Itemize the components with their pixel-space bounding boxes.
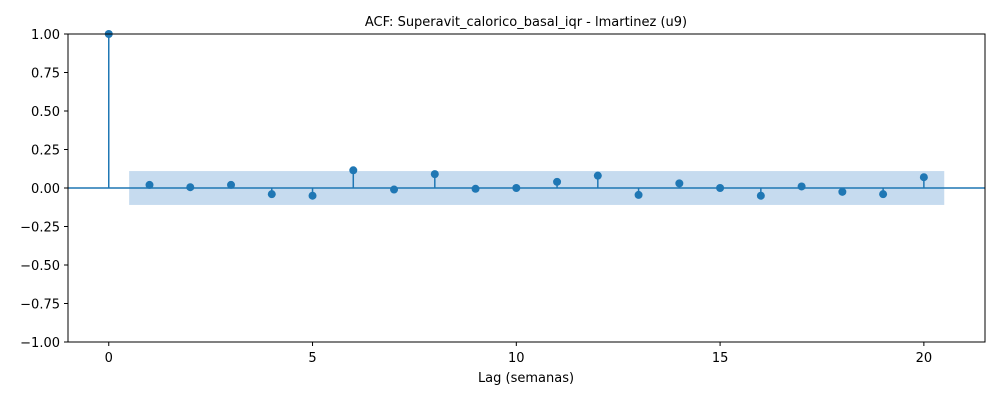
acf-point — [634, 190, 643, 199]
x-tick-label: 20 — [916, 351, 933, 366]
y-tick-label: 0.00 — [31, 182, 60, 197]
x-tick-label: 10 — [508, 351, 525, 366]
acf-point — [797, 182, 806, 191]
y-tick-label: −0.75 — [20, 298, 60, 313]
x-tick-label: 5 — [308, 351, 316, 366]
acf-markers — [104, 30, 928, 200]
y-tick-label: 1.00 — [31, 28, 60, 43]
acf-point — [349, 166, 358, 175]
acf-point — [267, 190, 276, 199]
y-tick-label: 0.75 — [31, 67, 60, 82]
acf-point — [879, 190, 888, 199]
acf-point — [838, 187, 847, 196]
y-tick-label: −0.50 — [20, 259, 60, 274]
acf-point — [756, 191, 765, 200]
acf-point — [919, 173, 928, 182]
y-tick-label: 0.50 — [31, 105, 60, 120]
plot-frame — [67, 33, 986, 343]
acf-point — [553, 177, 562, 186]
acf-point — [390, 185, 399, 194]
chart-title: ACF: Superavit_calorico_basal_iqr - lmar… — [365, 15, 687, 30]
acf-point — [308, 191, 317, 200]
x-axis-label: Lag (semanas) — [478, 371, 574, 386]
x-tick-label: 0 — [105, 351, 113, 366]
x-axis-ticks: 0 5 10 15 20 — [105, 342, 933, 366]
acf-point — [675, 179, 684, 188]
acf-point — [512, 184, 521, 192]
acf-point — [593, 171, 602, 180]
acf-point — [430, 170, 439, 179]
acf-point — [716, 184, 725, 192]
acf-point — [186, 183, 195, 192]
acf-point — [471, 184, 480, 193]
y-axis-ticks: −1.00 −0.75 −0.50 −0.25 0.00 0.25 0.50 0.75 1.00 — [20, 28, 68, 351]
y-tick-label: 0.25 — [31, 144, 60, 159]
acf-point — [145, 180, 154, 189]
y-tick-label: −0.25 — [20, 221, 60, 236]
x-tick-label: 15 — [712, 351, 729, 366]
acf-point — [227, 180, 236, 189]
y-tick-label: −1.00 — [20, 336, 60, 351]
